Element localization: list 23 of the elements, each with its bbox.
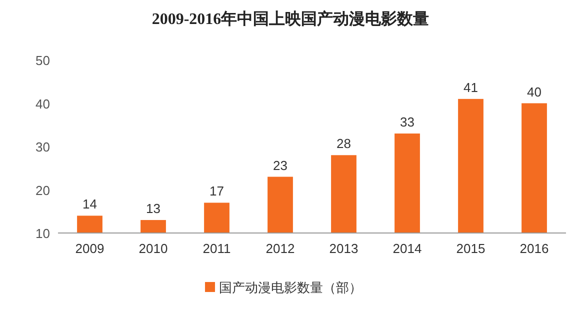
data-label: 41	[464, 80, 478, 95]
data-label: 33	[400, 114, 414, 130]
data-label: 40	[527, 84, 542, 100]
data-label: 23	[273, 158, 288, 173]
data-label: 17	[210, 184, 224, 199]
y-tick-label: 20	[36, 182, 50, 198]
y-tick-label: 50	[36, 53, 50, 68]
x-tick-label: 2014	[392, 241, 422, 256]
x-tick-label: 2012	[266, 241, 295, 256]
y-tick-label: 30	[36, 140, 50, 154]
legend-label: 国产动漫电影数量（部）	[219, 280, 362, 295]
x-tick-label: 2009	[75, 241, 104, 256]
x-tick-label: 2015	[456, 241, 486, 256]
x-tick-label: 2010	[138, 241, 168, 256]
x-tick-label: 2013	[329, 241, 358, 256]
x-tick-label: 2016	[520, 241, 549, 256]
data-label: 13	[146, 201, 160, 216]
y-tick-label: 40	[36, 96, 50, 112]
data-label: 28	[336, 136, 351, 152]
chart-title: 2009-2016年中国上映国产动漫电影数量	[152, 10, 430, 28]
y-tick-label: 10	[36, 226, 50, 241]
data-label: 14	[82, 196, 97, 212]
x-tick-label: 2011	[202, 241, 231, 256]
